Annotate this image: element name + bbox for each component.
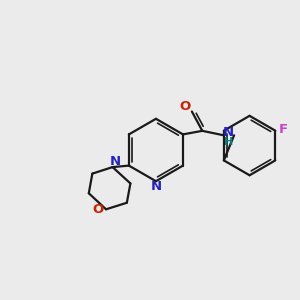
Text: F: F	[279, 123, 288, 136]
Text: O: O	[92, 203, 103, 216]
Text: O: O	[180, 100, 191, 113]
Text: N: N	[223, 126, 234, 140]
Text: N: N	[110, 155, 121, 168]
Text: H: H	[224, 137, 233, 147]
Text: N: N	[150, 180, 161, 193]
